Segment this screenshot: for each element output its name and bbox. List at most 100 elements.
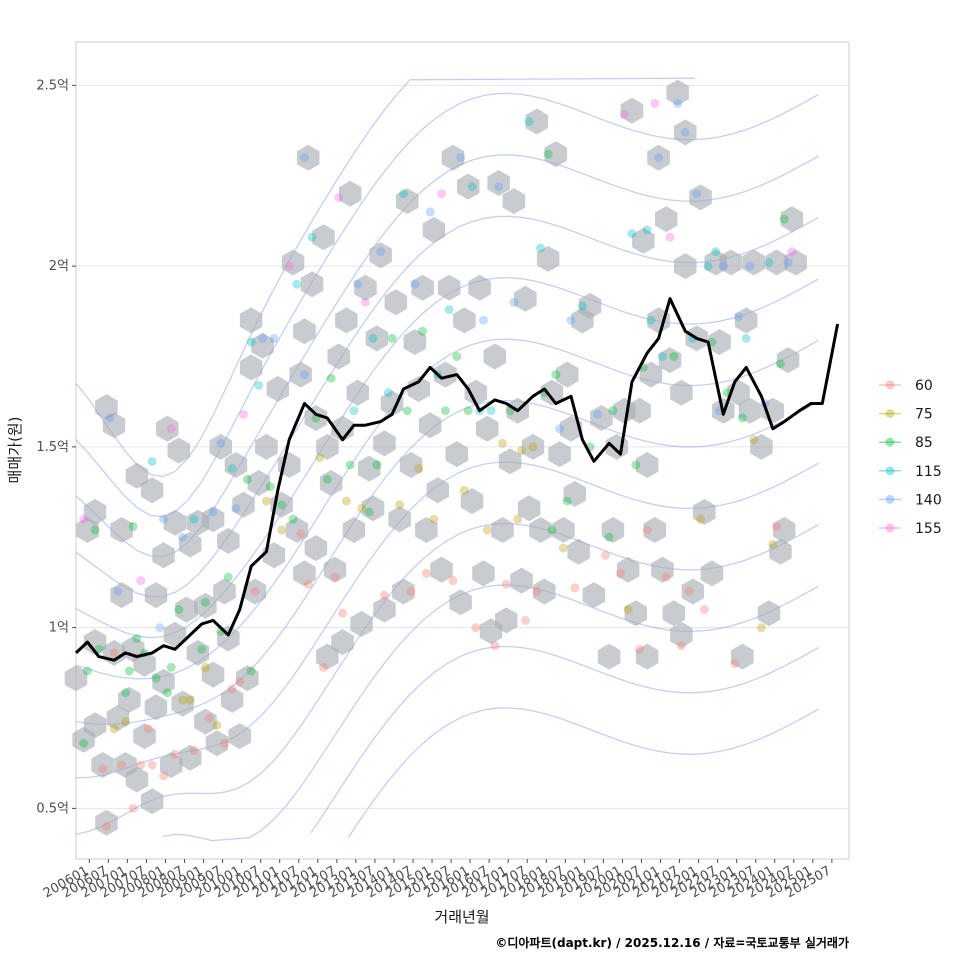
hexbin-cell xyxy=(533,578,556,605)
hexbin-cell xyxy=(163,509,187,536)
hexbin-cell xyxy=(266,376,290,402)
data-point xyxy=(657,352,667,362)
hexbin-cell xyxy=(784,249,807,276)
data-point xyxy=(124,666,134,676)
data-point xyxy=(162,688,172,698)
hexbin-cell xyxy=(464,379,488,406)
data-point xyxy=(170,749,180,759)
data-point xyxy=(79,738,89,748)
data-point xyxy=(178,532,188,542)
hexbin-cell xyxy=(521,433,545,460)
data-point xyxy=(101,821,111,831)
hexbin-cell xyxy=(472,560,495,587)
data-point xyxy=(136,576,146,586)
density-contour xyxy=(162,584,819,842)
hexbin-cell xyxy=(373,430,396,457)
hexbin-cell xyxy=(251,332,274,359)
data-point xyxy=(383,388,393,398)
grid-layer xyxy=(76,84,849,809)
data-point xyxy=(121,717,131,727)
data-point xyxy=(345,460,355,470)
y-tick-label: 1.5억 xyxy=(36,440,69,455)
data-point xyxy=(143,724,153,734)
data-point xyxy=(189,746,199,756)
hexbin-cell xyxy=(140,477,164,504)
legend-key-dot xyxy=(885,466,895,476)
data-point xyxy=(132,633,142,643)
hexbin-cell xyxy=(411,274,434,301)
data-point xyxy=(292,279,302,289)
data-point xyxy=(783,258,793,268)
data-point xyxy=(315,453,325,463)
hexbin-cell xyxy=(734,307,758,334)
data-point xyxy=(220,738,230,748)
hexbin-cell xyxy=(289,361,312,388)
hexbin-cell xyxy=(525,108,548,135)
data-point xyxy=(227,684,237,694)
data-point xyxy=(737,413,747,423)
hexbin-cell xyxy=(152,668,175,695)
density-contour xyxy=(75,399,819,725)
density-contour xyxy=(75,77,695,478)
hexbin-layer xyxy=(64,79,807,836)
hexbin-cell xyxy=(91,752,114,778)
data-point xyxy=(680,127,690,137)
data-point xyxy=(246,337,256,347)
hexbin-cell xyxy=(502,188,526,215)
hexbin-cell xyxy=(133,723,156,750)
hexbin-cell xyxy=(616,556,640,583)
data-point xyxy=(619,109,629,119)
data-point xyxy=(616,568,626,578)
data-point xyxy=(787,247,797,257)
data-point xyxy=(577,301,587,311)
hexbin-cell xyxy=(449,589,472,616)
data-point xyxy=(536,243,546,253)
data-point xyxy=(372,460,382,470)
data-point xyxy=(555,424,565,434)
data-point xyxy=(486,406,496,416)
hexbin-cell xyxy=(453,307,476,334)
hexbin-cell xyxy=(357,455,381,482)
y-axis: 0.5억 1억 1.5억 2억 2.5억 xyxy=(36,78,76,816)
hexbin-cell xyxy=(213,578,236,605)
hexbin-cell xyxy=(388,506,411,533)
hexbin-cell xyxy=(236,665,259,692)
hexbin-cell xyxy=(95,809,118,836)
hexbin-cell xyxy=(731,643,754,670)
hexbin-cell xyxy=(674,119,697,146)
hexbin-cell xyxy=(773,517,796,543)
data-point xyxy=(364,507,374,517)
y-tick-label: 1억 xyxy=(49,621,69,636)
hexbin-cell xyxy=(384,289,408,316)
data-point xyxy=(695,514,705,524)
data-point xyxy=(261,496,271,506)
data-point xyxy=(151,673,161,683)
hexbin-cell xyxy=(780,206,804,233)
hexbin-cell xyxy=(700,560,724,587)
x-axis-title: 거래년월 xyxy=(434,908,489,926)
data-point xyxy=(216,438,226,448)
legend-label: 155 xyxy=(915,521,942,537)
data-point xyxy=(570,583,580,593)
hexbin-cell xyxy=(514,285,537,312)
hexbin-cell xyxy=(338,180,362,207)
data-point xyxy=(239,409,249,419)
data-point xyxy=(734,312,744,322)
data-point xyxy=(98,764,108,774)
data-point xyxy=(402,406,412,416)
hexbin-cell xyxy=(643,517,667,543)
data-point xyxy=(665,232,675,242)
hexbin-cell xyxy=(658,347,682,374)
hexbin-cell xyxy=(647,144,670,171)
data-point xyxy=(349,406,359,416)
hexbin-cell xyxy=(118,686,141,713)
hexbin-cell xyxy=(670,379,693,406)
hexbin-cell xyxy=(217,625,240,652)
hexbin-cell xyxy=(255,433,278,460)
data-point xyxy=(741,333,751,343)
data-point xyxy=(288,514,298,524)
density-contour xyxy=(347,707,819,838)
hexbin-cell xyxy=(319,470,343,496)
data-point xyxy=(414,464,424,474)
hexbin-cell xyxy=(205,730,229,757)
